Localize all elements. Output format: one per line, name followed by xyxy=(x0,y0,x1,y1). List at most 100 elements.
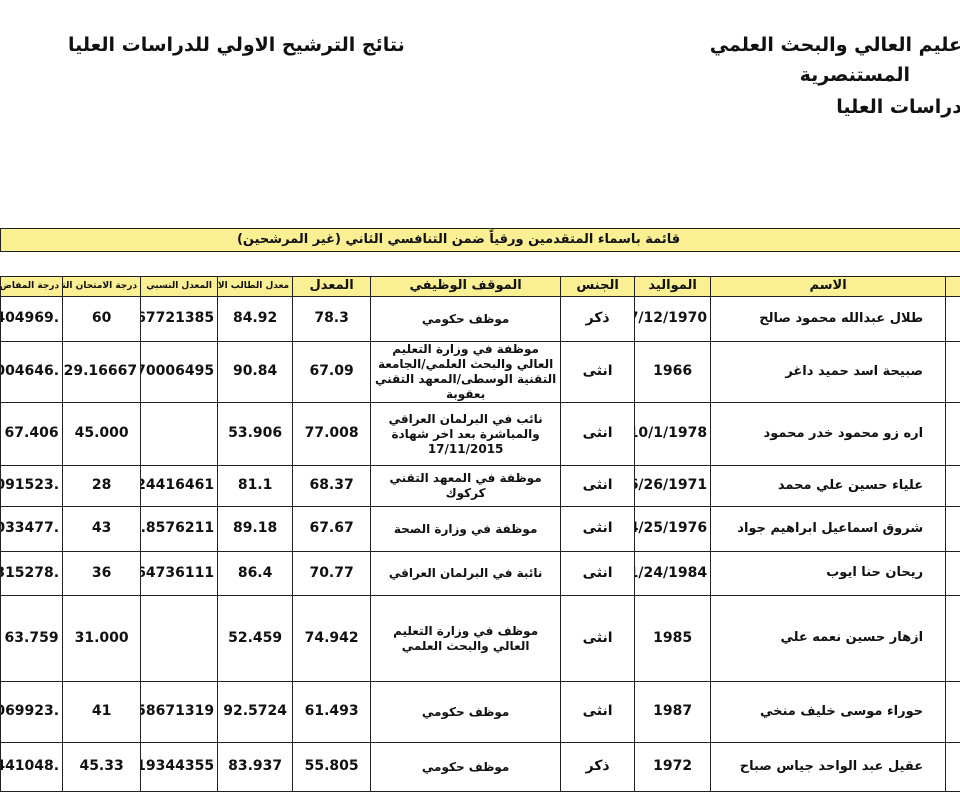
name: صبيحة اسد حميد داغر xyxy=(710,341,947,403)
data-row: اره زو محمود خدر محمود 10/1/1978 انثى نائب … xyxy=(0,402,960,466)
department: دراسات العليا xyxy=(836,96,960,118)
average: 74.942 xyxy=(292,595,372,682)
top-student-average: 89.18 xyxy=(217,506,294,552)
name: علياء حسين علي محمد xyxy=(710,465,947,507)
top-student-average: 90.84 xyxy=(217,341,294,403)
birth-date: 10/1/1978 xyxy=(634,402,712,466)
data-row: شروق اسماعيل ابراهيم جواد 4/25/1976 انثى مو… xyxy=(0,506,960,552)
cell xyxy=(945,402,960,466)
birth-date: 7/12/1970 xyxy=(634,296,712,342)
average: 68.37 xyxy=(292,465,372,507)
name: عقيل عبد الواحد جياس صباح xyxy=(710,742,947,792)
name: حوراء موسى خليف منخي xyxy=(710,681,947,743)
final-score: 67.406 xyxy=(0,402,64,466)
relative-average: 65.67721385 xyxy=(140,296,219,342)
data-row: صبيحة اسد حميد داغر 1966 انثى موظفة في وزار… xyxy=(0,341,960,403)
final-score: .30033477 xyxy=(0,506,64,552)
birth-date: 1966 xyxy=(634,341,712,403)
column-header: المعدل النسبي xyxy=(140,276,219,297)
average: 55.805 xyxy=(292,742,372,792)
top-student-average: 86.4 xyxy=(217,551,294,596)
average: 67.09 xyxy=(292,341,372,403)
birth-date: 4/25/1976 xyxy=(634,506,712,552)
job-status: موظف حكومي xyxy=(370,681,562,743)
exam-score: 31.000 xyxy=(62,595,142,682)
gender: ذكر xyxy=(560,296,636,342)
gender: انثى xyxy=(560,465,636,507)
exam-score: 60 xyxy=(62,296,142,342)
gender: انثى xyxy=(560,341,636,403)
exam-score: 29.16667 xyxy=(62,341,142,403)
column-header: الموقف الوظيفي xyxy=(370,276,562,297)
gender: انثى xyxy=(560,595,636,682)
relative-average: 59.24416461 xyxy=(140,465,219,507)
spacer xyxy=(0,251,960,277)
birth-date: 6/26/1971 xyxy=(634,465,712,507)
header-row: الاسم المواليد الجنس الموقف الوظيفي المعدل مع… xyxy=(0,276,960,297)
average: 70.77 xyxy=(292,551,372,596)
final-score: .85315278 xyxy=(0,551,64,596)
relative-average: 53.70006495 xyxy=(140,341,219,403)
job-status: موظف حكومي xyxy=(370,742,562,792)
birth-date: 1985 xyxy=(634,595,712,682)
data-row: طلال عبدالله محمود صالح 7/12/1970 ذكر موظف … xyxy=(0,296,960,342)
name: اره زو محمود خدر محمود xyxy=(710,402,947,466)
relative-average: 48.58671319 xyxy=(140,681,219,743)
job-status: موظفة في المعهد التقني كركوك xyxy=(370,465,562,507)
cell xyxy=(945,465,960,507)
cell xyxy=(945,296,960,342)
document-title: نتائج الترشيح الاولي للدراسات العليا xyxy=(68,34,405,56)
birth-date: 1987 xyxy=(634,681,712,743)
cell xyxy=(945,595,960,682)
caption: قائمة باسماء المتقدمين ورقياً ضمن التناف… xyxy=(0,228,960,252)
exam-score: 45.33 xyxy=(62,742,142,792)
column-header: درجة الامتحان التنافسي xyxy=(62,276,142,297)
job-status: نائبة في البرلمان العراقي xyxy=(370,551,562,596)
ministry: عليم العالي والبحث العلمي xyxy=(709,34,960,56)
column-header: الاسم xyxy=(710,276,947,297)
cell xyxy=(945,276,960,297)
final-score: 63.759 xyxy=(0,595,64,682)
cell xyxy=(945,742,960,792)
exam-score: 45.000 xyxy=(62,402,142,466)
exam-score: 43 xyxy=(62,506,142,552)
spacer-row xyxy=(0,251,960,277)
column-header: المعدل xyxy=(292,276,372,297)
top-student-average: 52.459 xyxy=(217,595,294,682)
job-status: موظف حكومي xyxy=(370,296,562,342)
name: شروق اسماعيل ابراهيم جواد xyxy=(710,506,947,552)
cell xyxy=(945,681,960,743)
cell xyxy=(945,341,960,403)
gender: انثى xyxy=(560,681,636,743)
university: المستنصرية xyxy=(799,64,910,86)
relative-average xyxy=(140,595,219,682)
final-score: .34004646 xyxy=(0,341,64,403)
job-status: موظف في وزارة التعليم العالي والبحث العل… xyxy=(370,595,562,682)
top-student-average: 84.92 xyxy=(217,296,294,342)
final-score: .87091523 xyxy=(0,465,64,507)
final-score: .31069923 xyxy=(0,681,64,743)
data-row: ازهار حسين نعمه علي 1985 انثى موظف في وزارة… xyxy=(0,595,960,682)
cell xyxy=(945,506,960,552)
average: 77.008 xyxy=(292,402,372,466)
relative-average xyxy=(140,402,219,466)
name: ازهار حسين نعمه علي xyxy=(710,595,947,682)
average: 61.493 xyxy=(292,681,372,743)
relative-average: 58.64736111 xyxy=(140,551,219,596)
birth-date: 1/24/1984 xyxy=(634,551,712,596)
column-header: معدل الطالب الاول xyxy=(217,276,294,297)
birth-date: 1972 xyxy=(634,742,712,792)
gender: انثى xyxy=(560,506,636,552)
column-header: الجنس xyxy=(560,276,636,297)
name: ريحان حنا ايوب xyxy=(710,551,947,596)
relative-average: 47.19344355 xyxy=(140,742,219,792)
column-header: درجة المفاض xyxy=(0,276,64,297)
exam-score: 41 xyxy=(62,681,142,743)
gender: انثى xyxy=(560,402,636,466)
average: 78.3 xyxy=(292,296,372,342)
column-header: المواليد xyxy=(634,276,712,297)
top-student-average: 53.906 xyxy=(217,402,294,466)
average: 67.67 xyxy=(292,506,372,552)
data-row: عقيل عبد الواحد جياس صباح 1972 ذكر موظف حكو… xyxy=(0,742,960,792)
